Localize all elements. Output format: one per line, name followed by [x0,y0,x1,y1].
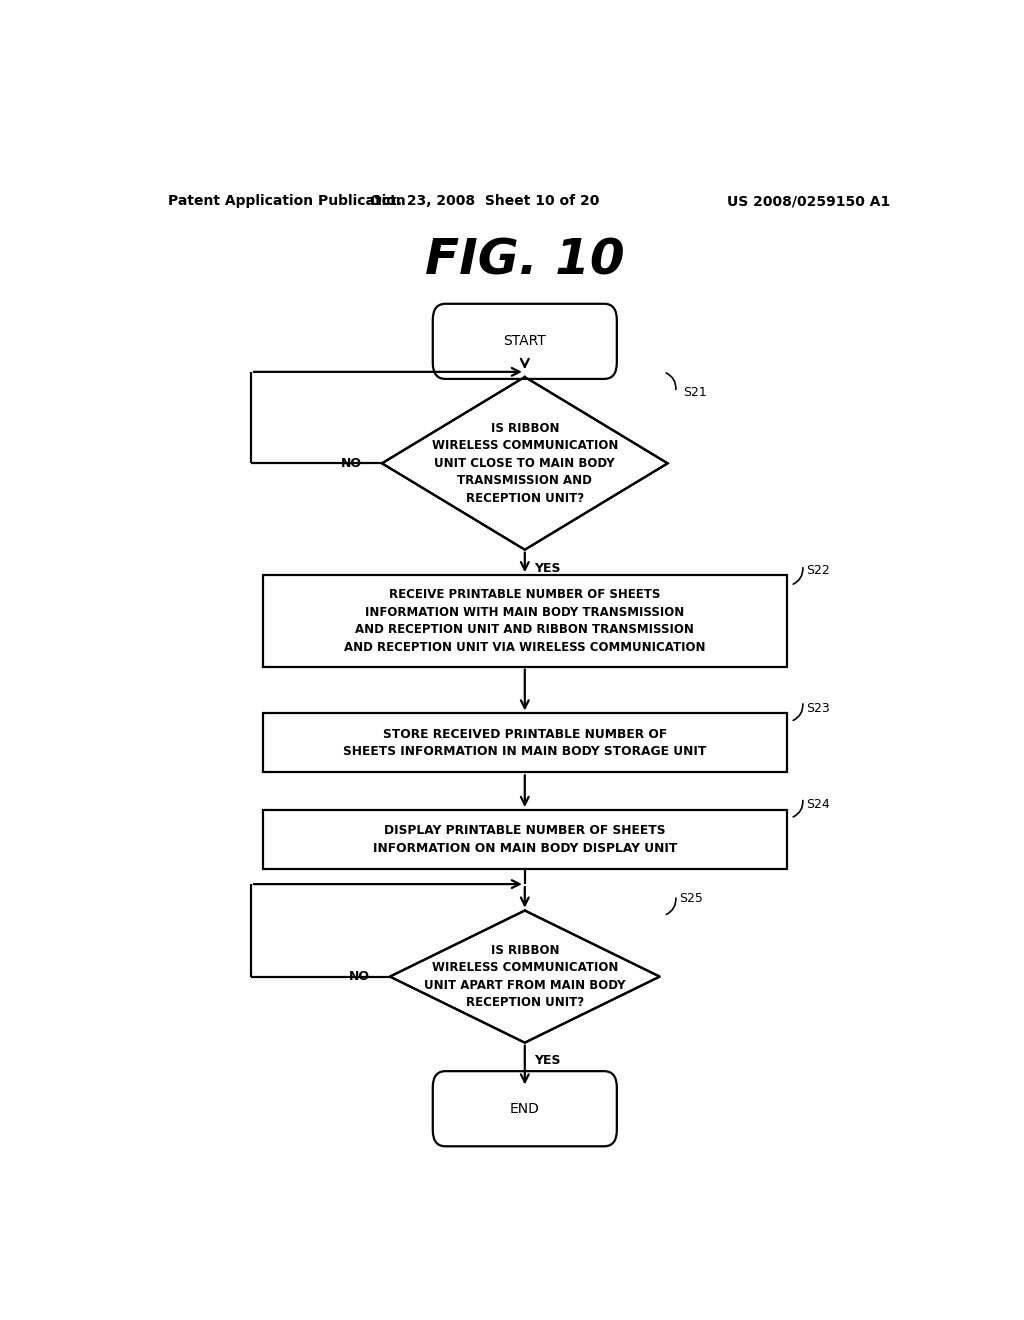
Text: IS RIBBON
WIRELESS COMMUNICATION
UNIT CLOSE TO MAIN BODY
TRANSMISSION AND
RECEPT: IS RIBBON WIRELESS COMMUNICATION UNIT CL… [431,422,618,504]
Text: US 2008/0259150 A1: US 2008/0259150 A1 [727,194,890,209]
Bar [263,576,786,667]
Text: S23: S23 [807,702,830,714]
Text: Oct. 23, 2008  Sheet 10 of 20: Oct. 23, 2008 Sheet 10 of 20 [371,194,600,209]
Text: NO: NO [341,457,362,470]
Text: END: END [510,1102,540,1115]
Text: NO: NO [349,970,370,983]
FancyBboxPatch shape [433,1071,616,1146]
Text: IS RIBBON
WIRELESS COMMUNICATION
UNIT APART FROM MAIN BODY
RECEPTION UNIT?: IS RIBBON WIRELESS COMMUNICATION UNIT AP… [424,944,626,1010]
Text: Patent Application Publication: Patent Application Publication [168,194,406,209]
Text: DISPLAY PRINTABLE NUMBER OF SHEETS
INFORMATION ON MAIN BODY DISPLAY UNIT: DISPLAY PRINTABLE NUMBER OF SHEETS INFOR… [373,824,677,854]
Polygon shape [382,378,668,549]
Bar [263,713,786,772]
FancyBboxPatch shape [433,304,616,379]
Text: STORE RECEIVED PRINTABLE NUMBER OF
SHEETS INFORMATION IN MAIN BODY STORAGE UNIT: STORE RECEIVED PRINTABLE NUMBER OF SHEET… [343,727,707,758]
Text: FIG. 10: FIG. 10 [425,236,625,284]
Text: START: START [504,334,546,348]
Bar [263,810,786,869]
Text: S21: S21 [684,385,708,399]
Text: RECEIVE PRINTABLE NUMBER OF SHEETS
INFORMATION WITH MAIN BODY TRANSMISSION
AND R: RECEIVE PRINTABLE NUMBER OF SHEETS INFOR… [344,589,706,653]
Text: S22: S22 [807,564,830,577]
Text: YES: YES [535,1055,561,1068]
Text: S25: S25 [680,892,703,904]
Polygon shape [390,911,659,1043]
Text: S24: S24 [807,799,830,812]
Text: YES: YES [535,561,561,574]
